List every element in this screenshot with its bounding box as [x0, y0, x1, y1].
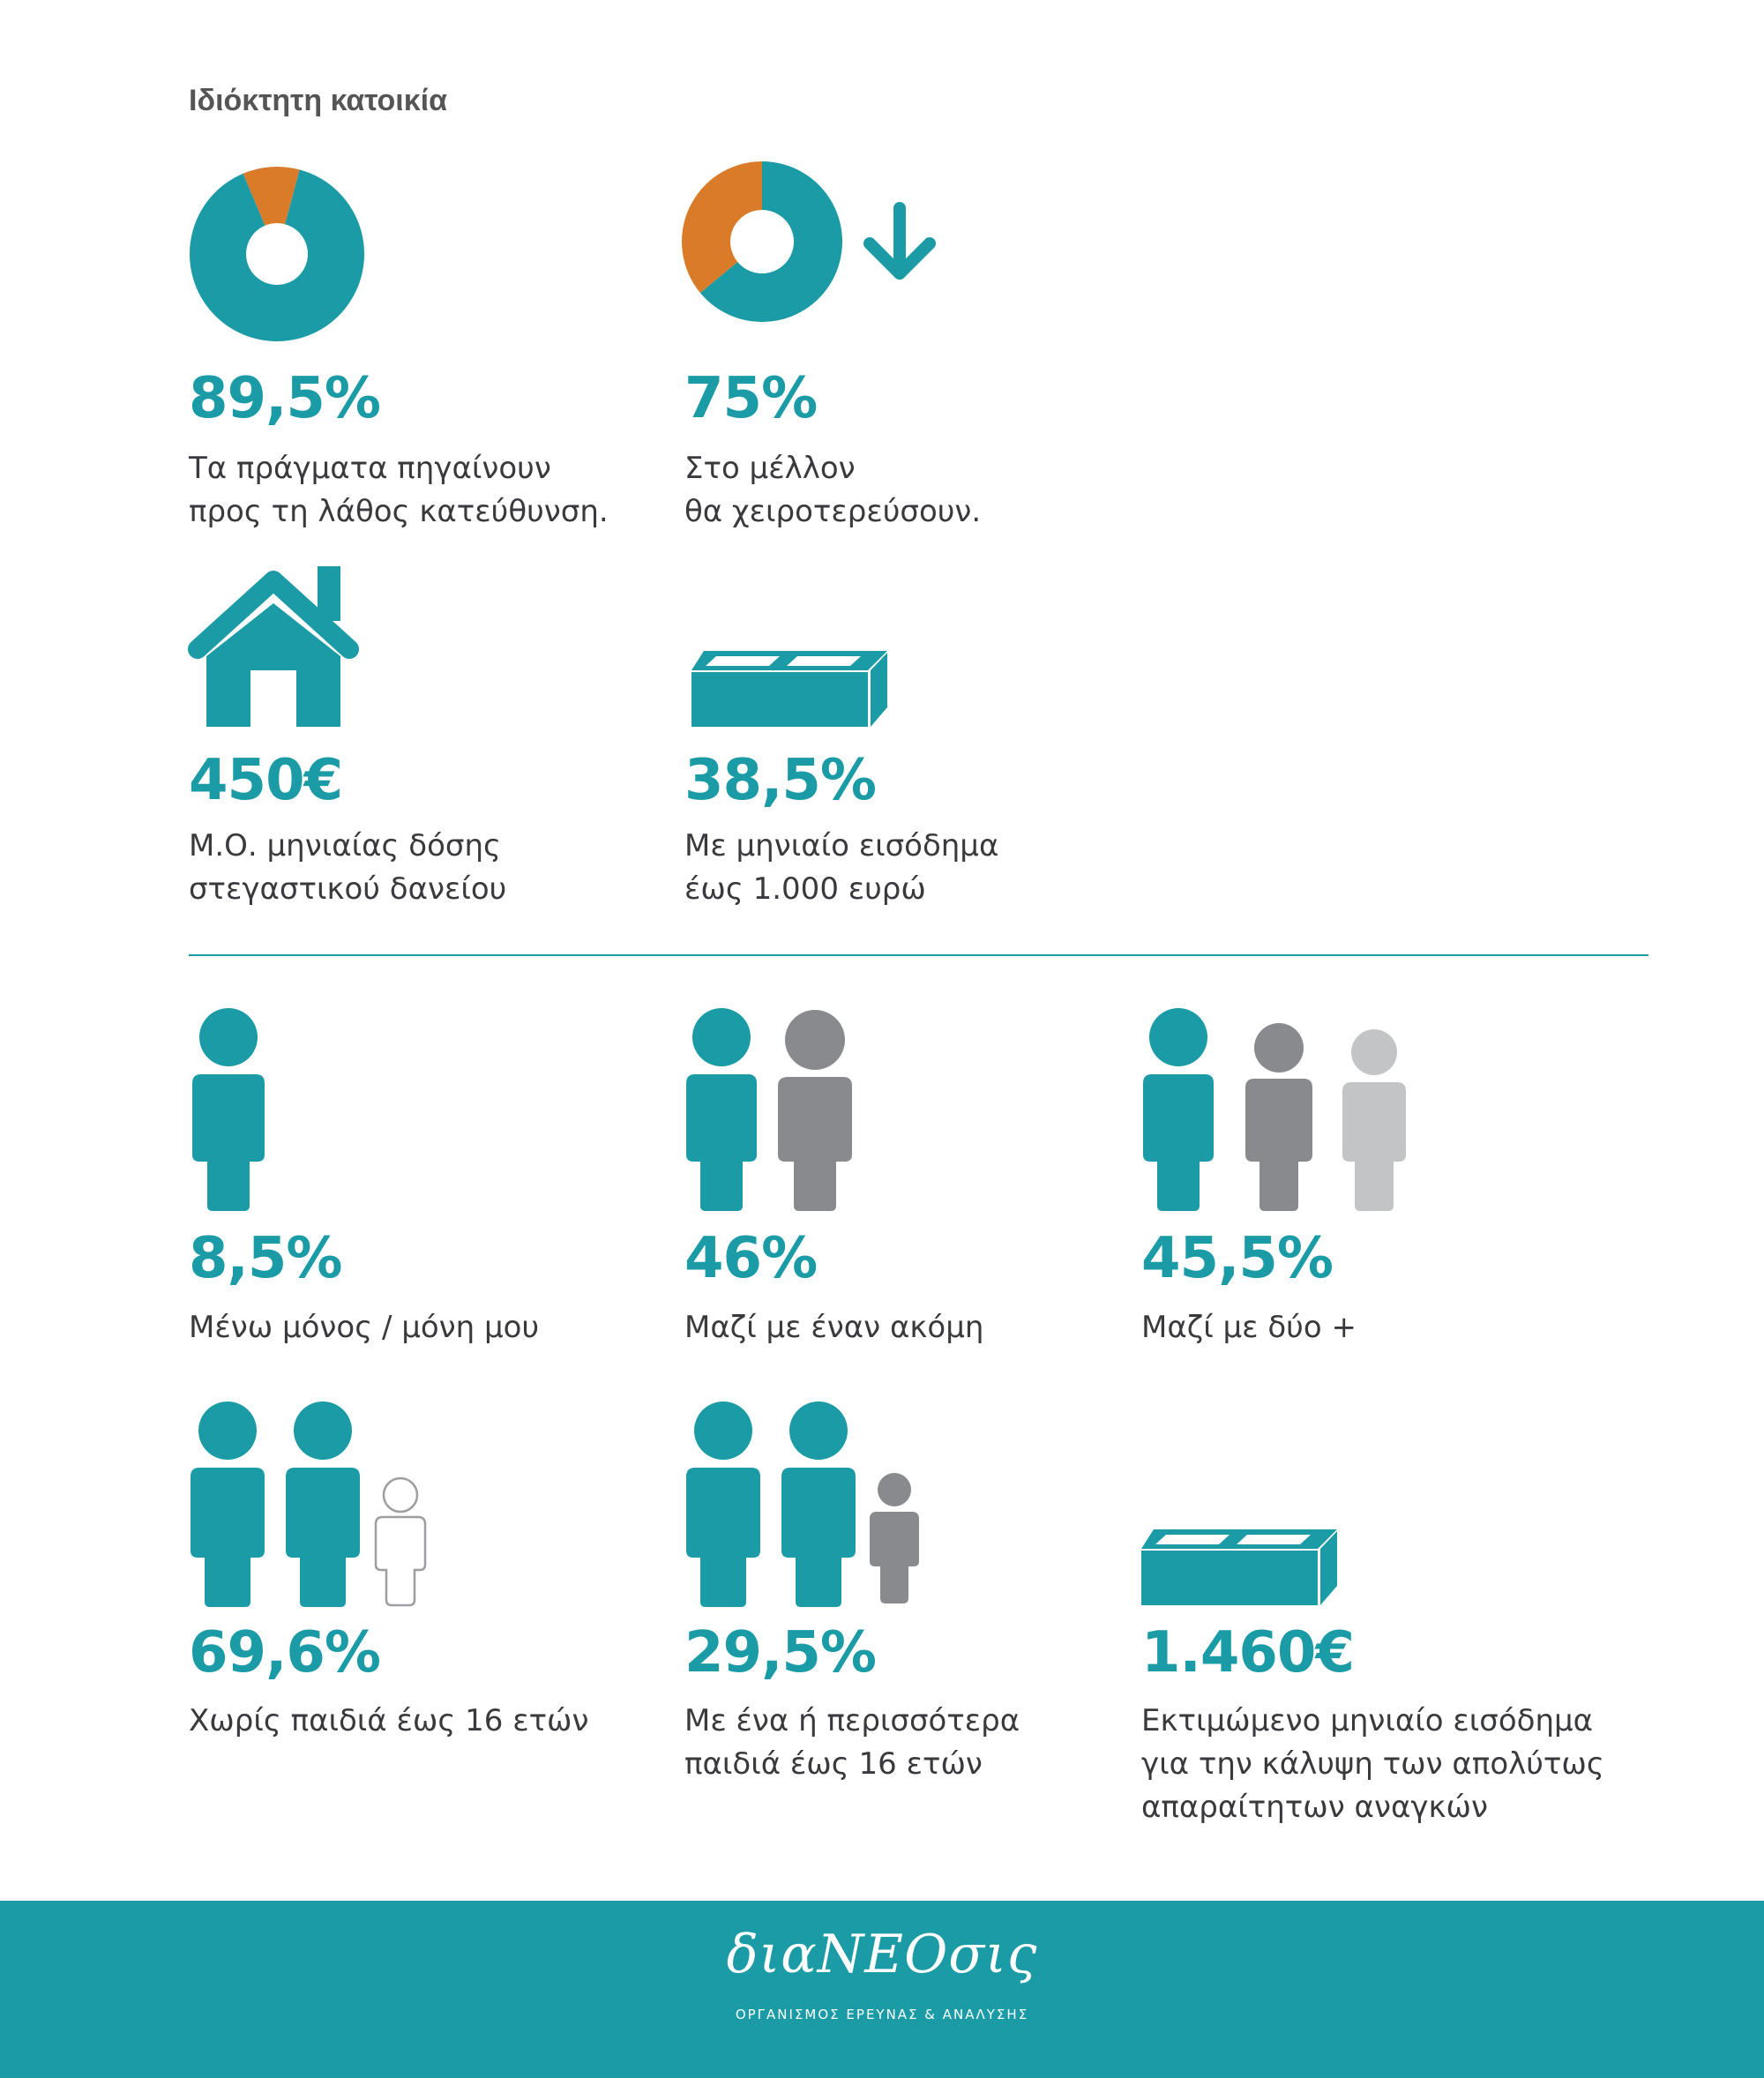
with-children-value: 29,5% — [684, 1620, 877, 1686]
family-with-child-icon — [686, 1402, 919, 1607]
dianeosis-logo: διαΝΕΟσις — [726, 1924, 1038, 1985]
family-outline-child-icon — [191, 1402, 427, 1607]
person-icon — [1342, 1029, 1406, 1211]
alone-value: 8,5% — [189, 1226, 342, 1291]
footer-tagline: ΟΡΓΑΝΙΣΜΟΣ ΕΡΕΥΝΑΣ & ΑΝΑΛΥΣΗΣ — [735, 2007, 1029, 2022]
section-divider — [189, 954, 1648, 956]
future-worse-value: 75% — [684, 366, 818, 431]
person-icon — [192, 1008, 265, 1211]
necessary-income-value: 1.460€ — [1141, 1620, 1355, 1686]
donut-main-segment — [699, 161, 842, 322]
wrong-direction-value: 89,5% — [189, 366, 381, 431]
two-people-icon — [686, 1008, 852, 1211]
person-icon — [686, 1402, 856, 1607]
mortgage-value: 450€ — [189, 748, 343, 813]
with-children-label: Με ένα ή περισσότερα παιδιά έως 16 ετών — [684, 1703, 1020, 1782]
money-stack-icon — [691, 651, 887, 727]
mortgage-label: Μ.Ο. μηνιαίας δόσης στεγαστικού δανείου — [189, 828, 507, 907]
future-worse-label: Στο μέλλον θα χειροτερεύσουν. — [684, 451, 982, 529]
necessary-income-label: Εκτιμώμενο μηνιαίο εισόδημα για την κάλυ… — [1141, 1703, 1604, 1825]
with-two-plus-value: 45,5% — [1141, 1226, 1334, 1291]
donut-main-segment — [190, 169, 364, 341]
person-icon — [686, 1008, 757, 1211]
alone-label: Μένω μόνος / μόνη μου — [189, 1310, 540, 1345]
income-low-value: 38,5% — [684, 748, 877, 813]
with-one-value: 46% — [684, 1226, 818, 1291]
income-low-label: Με μηνιαίο εισόδημα έως 1.000 ευρώ — [684, 828, 999, 907]
donut-chart-icon — [190, 167, 364, 341]
person-icon — [778, 1010, 852, 1211]
person-icon — [1143, 1008, 1214, 1211]
wrong-direction-label: Τα πράγματα πηγαίνουν προς τη λάθος κατε… — [189, 451, 609, 529]
footer-bar — [0, 1901, 1764, 2078]
house-icon — [188, 566, 359, 727]
donut-chart — [190, 167, 364, 341]
with-two-plus-label: Μαζί με δύο + — [1141, 1310, 1357, 1345]
person-icon — [1245, 1023, 1312, 1211]
section-title: Ιδιόκτητη κατοικία — [189, 84, 448, 117]
money-stack-icon — [1141, 1529, 1337, 1605]
no-children-label: Χωρίς παιδιά έως 16 ετών — [189, 1703, 589, 1738]
with-one-label: Μαζί με έναν ακόμη — [684, 1310, 984, 1345]
no-children-value: 69,6% — [189, 1620, 381, 1686]
three-people-icon — [1143, 1008, 1406, 1211]
child-outline-icon — [374, 1476, 427, 1607]
donut-rest-segment — [243, 167, 300, 226]
down-arrow-icon — [863, 202, 936, 280]
donut-chart — [682, 161, 842, 322]
person-icon — [191, 1402, 360, 1607]
child-icon — [870, 1473, 919, 1603]
donut-chart-icon — [682, 161, 842, 322]
donut-rest-segment — [682, 161, 762, 294]
